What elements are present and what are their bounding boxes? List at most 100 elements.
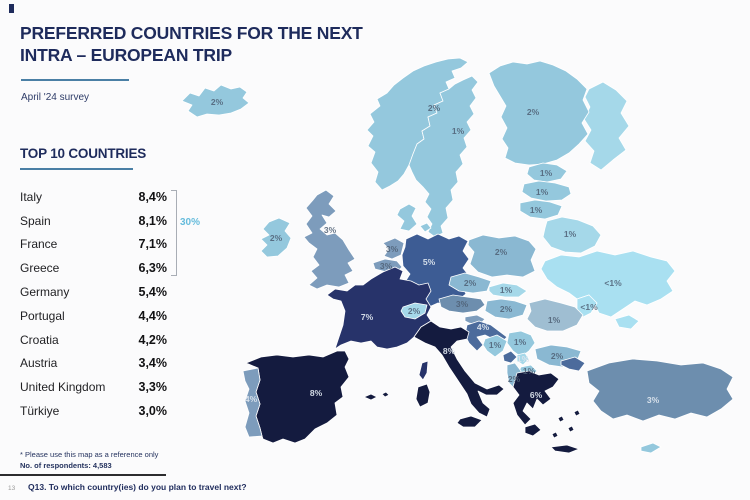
country-estonia [526, 162, 568, 183]
logo-fragment [9, 4, 14, 13]
map-label-germany: 5% [422, 257, 436, 267]
top10-country: France [20, 237, 58, 252]
country-iceland [181, 84, 250, 118]
map-label-belgium: 3% [379, 261, 393, 271]
map-label-ireland: 2% [269, 233, 283, 243]
country-italy-sardinia [415, 383, 431, 408]
country-united-kingdom [303, 189, 356, 290]
top10-value: 4,4% [138, 308, 168, 323]
aegean-islands [551, 409, 581, 439]
top10-value: 3,0% [138, 404, 168, 419]
country-montenegro [502, 350, 518, 364]
top10-row: Spain 8,1% [20, 209, 167, 233]
map-label-netherlands: 3% [385, 244, 399, 254]
top10-heading-underline [20, 168, 133, 170]
country-hungary [484, 298, 528, 320]
top10-value: 8,1% [138, 213, 168, 228]
top10-row: Türkiye 3,0% [20, 399, 167, 423]
map-label-romania: 1% [547, 315, 561, 325]
map-label-norway: 2% [427, 103, 441, 113]
map-label-italy: 8% [442, 346, 456, 356]
map-label-portugal: 4% [244, 394, 258, 404]
country-czechia [448, 272, 492, 294]
top10-heading: TOP 10 COUNTRIES [20, 146, 147, 161]
map-label-spain: 8% [309, 388, 323, 398]
map-label-greece: 6% [529, 390, 543, 400]
top10-value: 3,4% [138, 356, 168, 371]
map-label-serbia: 1% [513, 337, 527, 347]
map-label-sweden: 1% [451, 126, 465, 136]
map-label-hungary: 2% [499, 304, 513, 314]
country-romania [526, 298, 584, 332]
country-turkey-thrace [560, 356, 586, 372]
top10-list: Italy 8,4% Spain 8,1% France 7,1% Greece 6,3% Ge… [20, 185, 167, 423]
country-serbia [506, 330, 536, 358]
country-russia [583, 81, 630, 171]
map-label-turkey: 3% [646, 395, 660, 405]
country-slovakia [488, 282, 528, 298]
top10-row: Portugal 4,4% [20, 304, 167, 328]
top10-country: Italy [20, 189, 43, 204]
top10-country: Portugal [20, 308, 65, 323]
map-label-moldova: <1% [580, 302, 598, 312]
map-label-czechia: 2% [463, 278, 477, 288]
top10-country: Türkiye [20, 404, 60, 419]
top10-row: Italy 8,4% [20, 185, 167, 209]
top10-row: Greece 6,3% [20, 256, 167, 280]
page-number: 13 [8, 485, 16, 492]
top10-country: Croatia [20, 332, 59, 347]
country-ukraine-crimea [614, 314, 640, 330]
top10-row: Germany 5,4% [20, 280, 167, 304]
country-greece-crete [550, 444, 580, 454]
country-italy [413, 320, 505, 418]
map-label-bosnia: 1% [488, 340, 502, 350]
country-ukraine [540, 250, 676, 318]
map-label-austria: 3% [455, 299, 469, 309]
survey-date: April '24 survey [21, 92, 90, 103]
title-underline [21, 79, 129, 81]
country-croatia [464, 320, 508, 352]
map-label-poland: 2% [494, 247, 508, 257]
map-label-north_macedonia: 1% [522, 366, 536, 376]
country-greece [512, 370, 560, 426]
country-ireland [260, 217, 292, 258]
footnote-reference: * Please use this map as a reference onl… [20, 450, 159, 459]
top10-row: Austria 3,4% [20, 352, 167, 376]
country-sweden [408, 75, 479, 238]
map-label-lithuania: 1% [529, 205, 543, 215]
map-label-bulgaria: 2% [550, 351, 564, 361]
country-france-corsica [418, 360, 429, 381]
country-netherlands [382, 237, 405, 260]
top10-row: Croatia 4,2% [20, 328, 167, 352]
top10-row: France 7,1% [20, 233, 167, 257]
top10-value: 8,4% [138, 189, 168, 204]
country-switzerland [400, 302, 428, 320]
map-label-albania: 2% [507, 374, 521, 384]
country-greece-peloponnese [524, 423, 542, 437]
country-kosovo [516, 352, 530, 366]
country-latvia [521, 180, 572, 202]
country-lithuania [519, 199, 563, 220]
country-turkey [586, 358, 734, 422]
top10-country: Greece [20, 261, 60, 276]
top10-row: United Kingdom 3,3% [20, 375, 167, 399]
country-denmark-island [419, 222, 432, 233]
top10-value: 6,3% [138, 261, 168, 276]
map-label-finland: 2% [526, 107, 540, 117]
country-denmark [396, 203, 418, 232]
country-poland [467, 234, 537, 278]
top4-bracket [171, 190, 177, 276]
country-france [326, 266, 432, 350]
top4-bracket-label: 30% [180, 217, 201, 228]
footer-divider [0, 474, 166, 476]
country-bosnia [482, 334, 508, 358]
map-label-ukraine: <1% [604, 278, 622, 288]
map-label-france: 7% [360, 312, 374, 322]
map-label-united_kingdom: 3% [323, 225, 337, 235]
country-austria [438, 294, 486, 314]
top10-value: 3,3% [138, 380, 168, 395]
top10-value: 5,4% [138, 285, 168, 300]
footnote-respondents: No. of respondents: 4,583 [20, 461, 112, 470]
country-cyprus [640, 442, 662, 454]
